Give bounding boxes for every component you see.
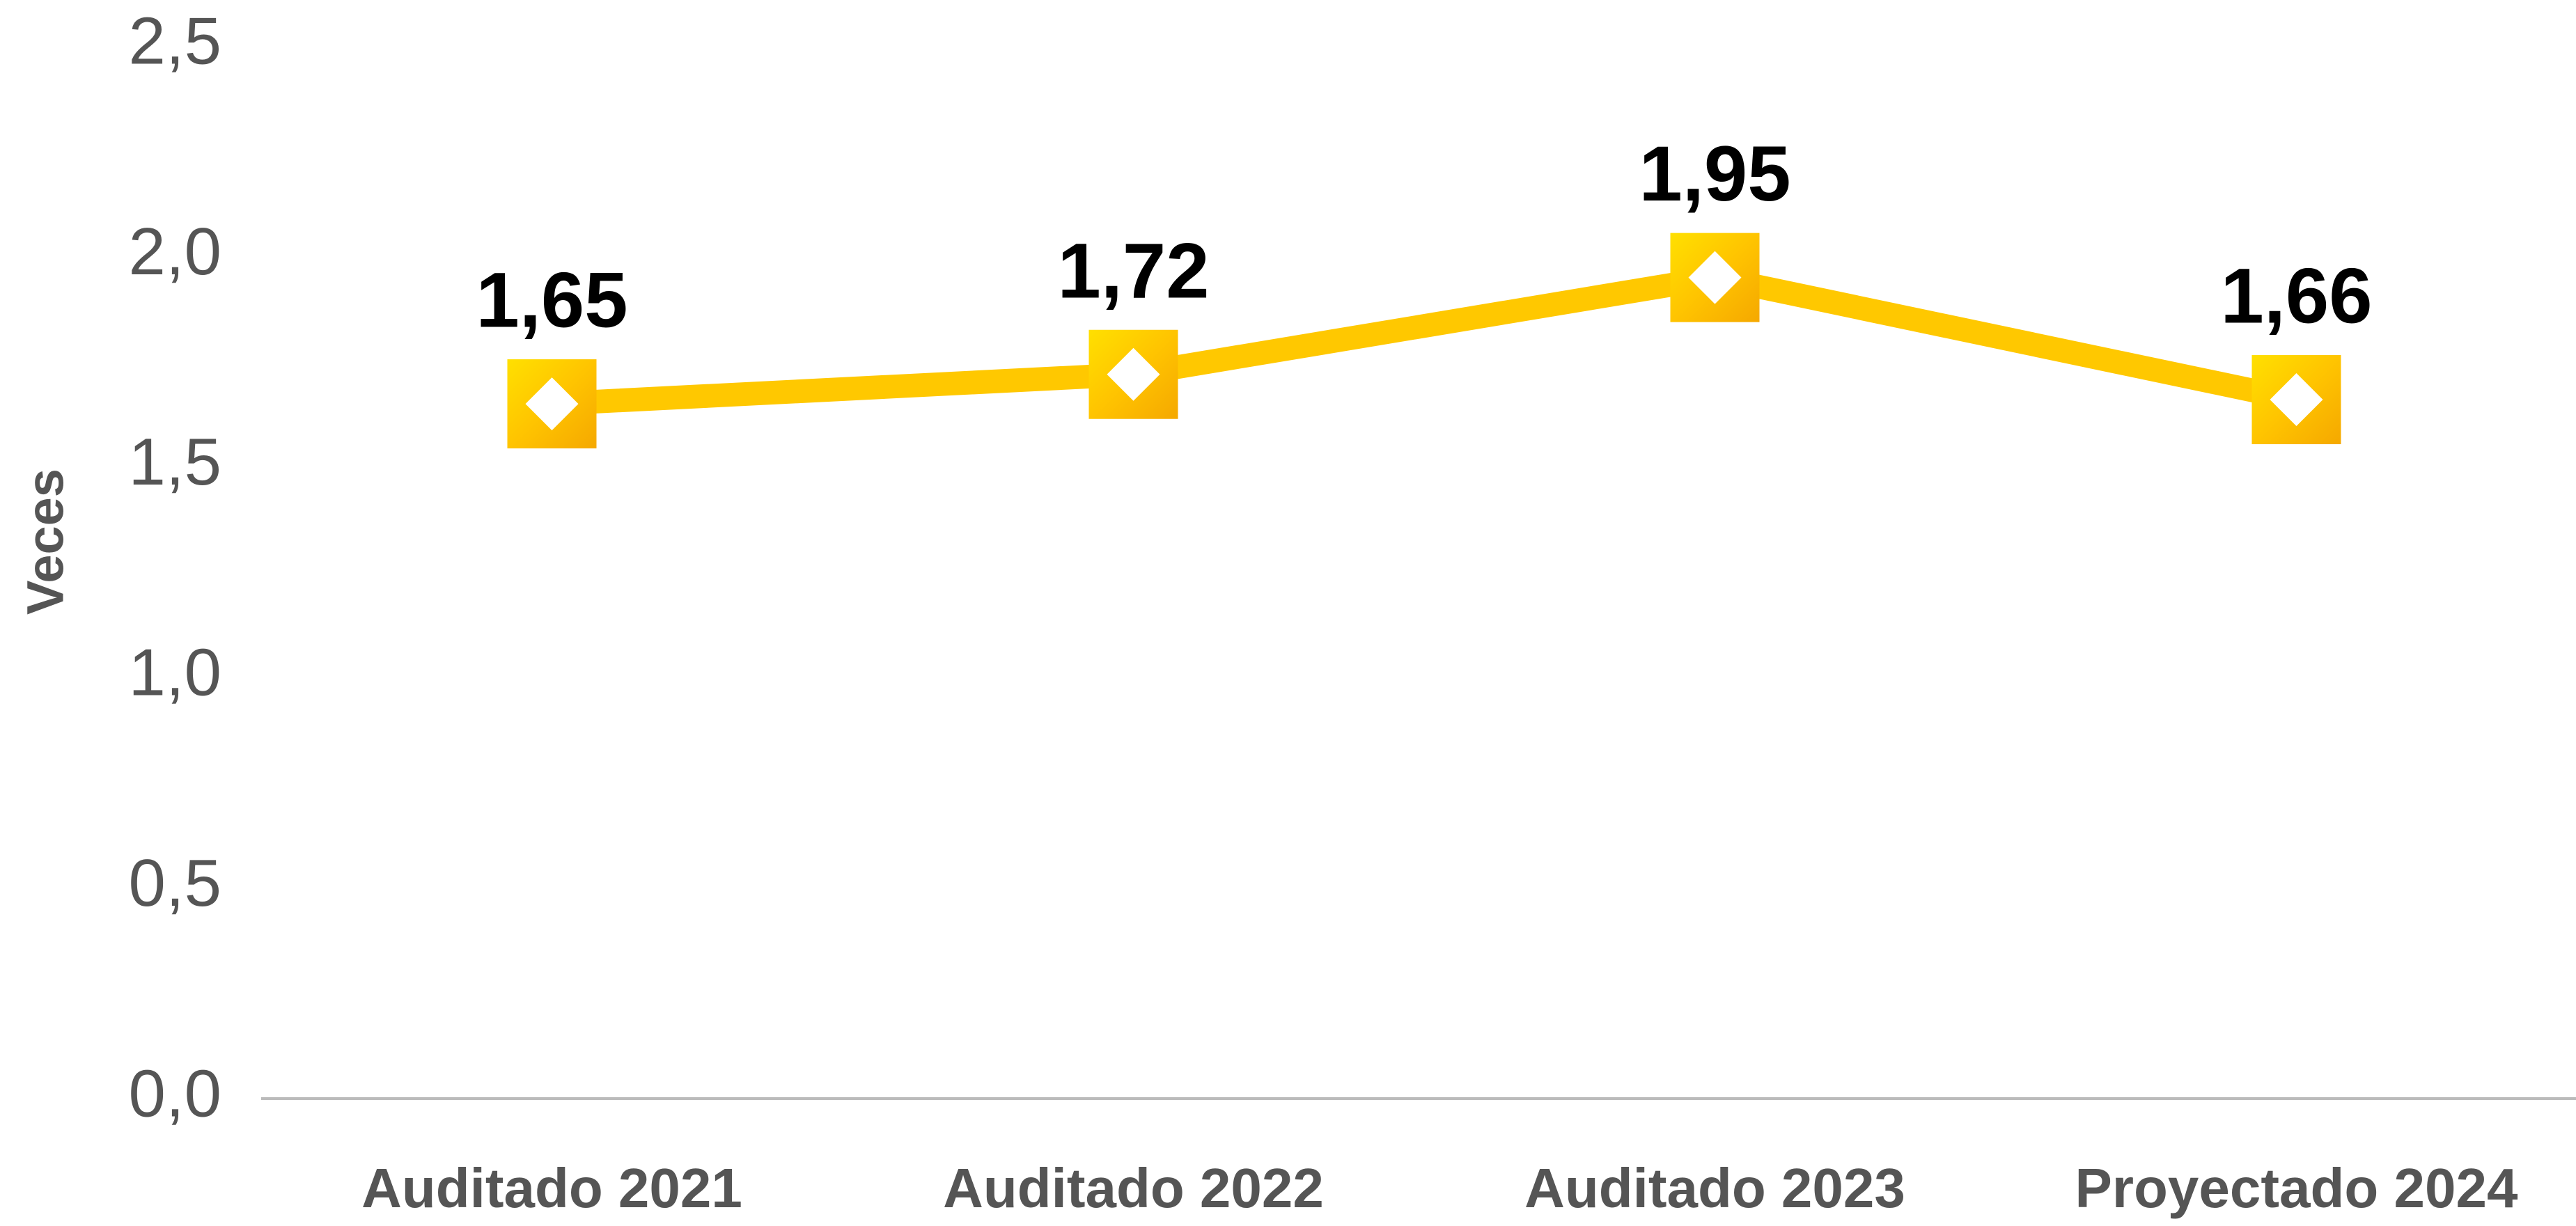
data-label: 1,72 xyxy=(1058,227,1210,314)
y-tick-label: 2,0 xyxy=(129,214,221,289)
data-label: 1,65 xyxy=(476,257,628,344)
marker xyxy=(2251,355,2341,445)
y-tick-label: 0,5 xyxy=(129,846,221,920)
y-tick-label: 1,5 xyxy=(129,425,221,499)
line xyxy=(551,265,2299,416)
marker-diamond xyxy=(525,377,579,431)
x-tick-label: Proyectado 2024 xyxy=(2075,1157,2518,1219)
marker-diamond xyxy=(1107,347,1160,401)
x-tick-label: Auditado 2023 xyxy=(1524,1157,1905,1219)
x-tick-label: Auditado 2021 xyxy=(361,1157,742,1219)
marker-diamond xyxy=(2270,373,2323,427)
marker-diamond xyxy=(1688,251,1742,304)
x-tick-label: Auditado 2022 xyxy=(943,1157,1324,1219)
marker xyxy=(1670,233,1760,322)
data-label: 1,95 xyxy=(1639,130,1791,217)
data-label: 1,66 xyxy=(2221,253,2373,340)
y-tick-label: 0,0 xyxy=(129,1056,221,1131)
marker xyxy=(1088,329,1178,419)
marker xyxy=(507,359,597,449)
y-tick-label: 1,0 xyxy=(129,636,221,710)
y-tick-label: 2,5 xyxy=(129,3,221,78)
y-axis-title: Veces xyxy=(17,469,75,615)
